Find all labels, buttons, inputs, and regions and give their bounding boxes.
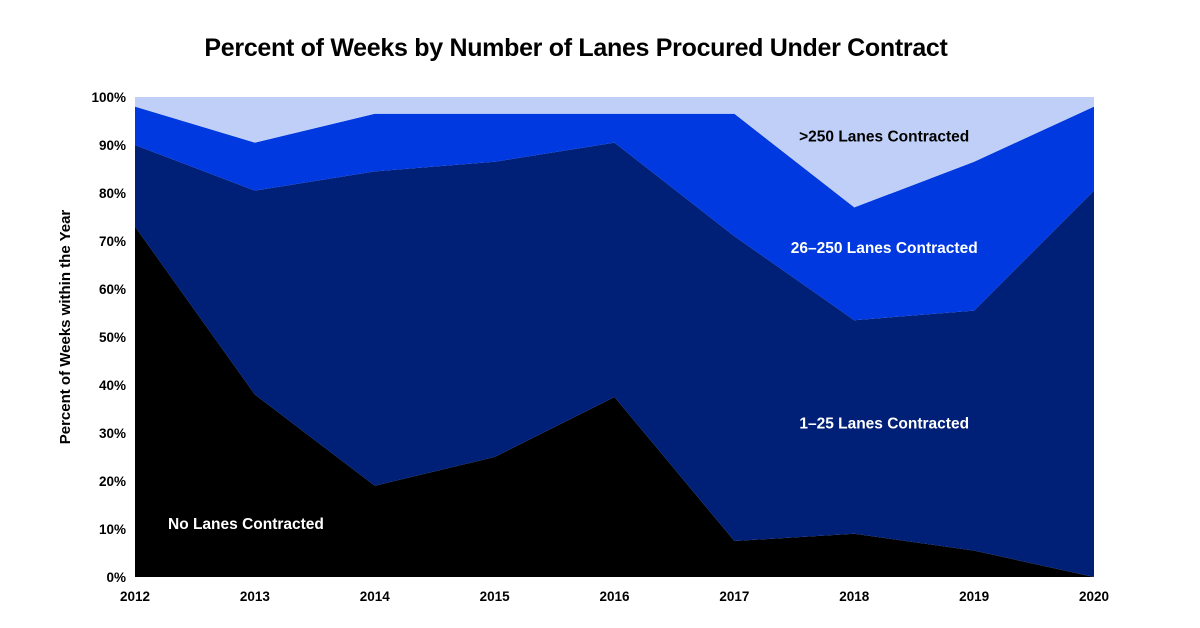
y-tick-label: 90%: [99, 138, 126, 153]
x-tick-label: 2020: [1079, 589, 1109, 604]
series-label: 26–250 Lanes Contracted: [791, 240, 978, 257]
y-axis-title: Percent of Weeks within the Year: [57, 210, 74, 445]
series-label: 1–25 Lanes Contracted: [799, 415, 969, 432]
area-250-lanes-contracted: [135, 97, 1094, 208]
y-tick-label: 20%: [99, 474, 126, 489]
y-tick-label: 30%: [99, 426, 126, 441]
x-tick-label: 2014: [360, 589, 391, 604]
y-tick-label: 100%: [91, 90, 126, 105]
chart-title: Percent of Weeks by Number of Lanes Proc…: [204, 34, 948, 62]
area-no-lanes-contracted: [135, 226, 1094, 577]
y-tick-label: 50%: [99, 330, 126, 345]
y-tick-label: 70%: [99, 234, 126, 249]
area-26-250-lanes-contracted: [135, 106, 1094, 321]
x-tick-label: 2017: [719, 589, 749, 604]
x-tick-label: 2016: [599, 589, 630, 604]
series-label: No Lanes Contracted: [168, 516, 324, 533]
y-tick-label: 10%: [99, 522, 126, 537]
series-label: >250 Lanes Contracted: [799, 128, 969, 145]
x-tick-label: 2012: [120, 589, 150, 604]
area-1-25-lanes-contracted: [135, 142, 1094, 577]
x-tick-label: 2018: [839, 589, 870, 604]
x-tick-label: 2013: [240, 589, 271, 604]
x-tick-label: 2015: [480, 589, 511, 604]
x-axis-ticks: 2012 2013 2014 2015 2016 2017 2018 2019 2020: [120, 589, 1109, 604]
y-tick-label: 0%: [106, 570, 126, 585]
series-labels: No Lanes Contracted 1–25 Lanes Contracted…: [168, 128, 978, 533]
y-tick-label: 80%: [99, 186, 126, 201]
y-tick-label: 40%: [99, 378, 126, 393]
y-axis-ticks: 0% 10% 20% 30% 40% 50% 60% 70% 80% 90% 100%: [91, 90, 126, 585]
area-layers: [135, 97, 1094, 577]
x-tick-label: 2019: [959, 589, 989, 604]
y-tick-label: 60%: [99, 282, 126, 297]
